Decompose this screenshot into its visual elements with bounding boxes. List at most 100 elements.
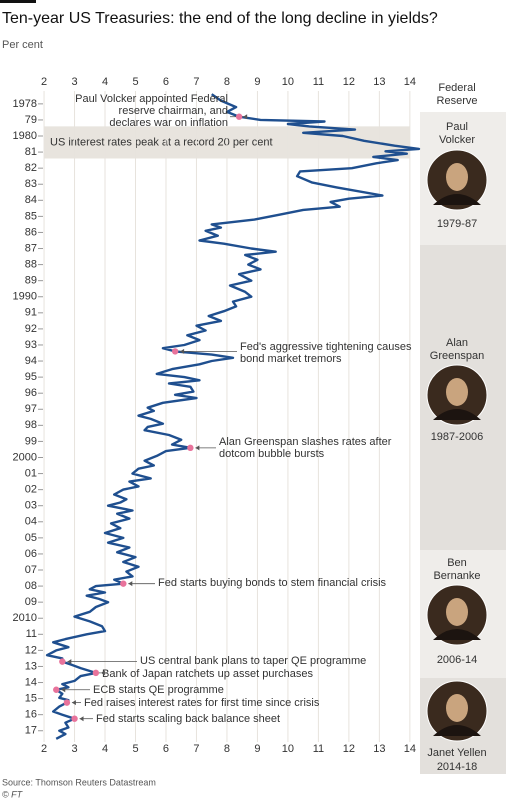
y-tick-label: 01 bbox=[25, 467, 37, 479]
annotation-text: Fed starts buying bonds to stem financia… bbox=[158, 577, 387, 589]
x-tick-label-bottom: 13 bbox=[373, 743, 385, 755]
y-tick-label: 86 bbox=[25, 226, 37, 238]
x-tick-label-top: 14 bbox=[404, 76, 416, 88]
annotation-text: Alan Greenspan slashes rates after bbox=[219, 436, 392, 448]
y-tick-label: 83 bbox=[25, 178, 37, 190]
portrait-body bbox=[433, 725, 481, 736]
x-tick-label-top: 6 bbox=[163, 76, 169, 88]
annotation-dot bbox=[53, 686, 60, 693]
yield-line bbox=[45, 93, 421, 740]
arrow-head bbox=[243, 114, 248, 120]
y-tick-label: 2010 bbox=[13, 612, 37, 624]
x-tick-label-top: 4 bbox=[102, 76, 108, 88]
chair-name: Janet Yellen bbox=[427, 747, 486, 759]
annotation-text: Fed raises interest rates for first time… bbox=[84, 697, 320, 709]
y-tick-label: 85 bbox=[25, 210, 37, 222]
y-tick-label: 1990 bbox=[13, 291, 37, 303]
x-tick-label-top: 11 bbox=[313, 76, 324, 88]
x-tick-label-bottom: 14 bbox=[404, 743, 416, 755]
chair-term: 1987-2006 bbox=[431, 431, 484, 443]
y-tick-label: 87 bbox=[25, 242, 37, 254]
y-tick-label: 08 bbox=[25, 580, 37, 592]
x-tick-label-top: 13 bbox=[373, 76, 385, 88]
band-label: US interest rates peak at a record 20 pe… bbox=[50, 136, 273, 148]
y-tick-label: 15 bbox=[25, 693, 37, 705]
portrait-body bbox=[433, 194, 481, 205]
x-tick-label-bottom: 8 bbox=[224, 743, 230, 755]
x-tick-label-bottom: 3 bbox=[71, 743, 77, 755]
x-tick-label-top: 5 bbox=[132, 76, 138, 88]
y-tick-label: 2000 bbox=[13, 451, 37, 463]
x-tick-label-bottom: 2 bbox=[41, 743, 47, 755]
portrait-face bbox=[446, 694, 468, 722]
x-tick-label-top: 8 bbox=[224, 76, 230, 88]
arrow-head bbox=[71, 700, 76, 706]
annotation-text: ECB starts QE programme bbox=[93, 684, 224, 696]
annotation-text: dotcom bubble bursts bbox=[219, 448, 325, 460]
y-tick-label: 02 bbox=[25, 484, 37, 496]
y-tick-label: 93 bbox=[25, 339, 37, 351]
annotation-text: Bank of Japan ratchets up asset purchase… bbox=[102, 668, 313, 680]
brand-bar bbox=[0, 0, 36, 3]
y-tick-label: 92 bbox=[25, 323, 37, 335]
x-tick-label-bottom: 10 bbox=[282, 743, 294, 755]
subtitle: Per cent bbox=[2, 39, 43, 51]
y-tick-label: 05 bbox=[25, 532, 37, 544]
arrow-head bbox=[180, 348, 185, 354]
y-tick-label: 06 bbox=[25, 548, 37, 560]
annotation-dot bbox=[59, 658, 66, 665]
chair-term: 2006-14 bbox=[437, 654, 477, 666]
annotation-text: US central bank plans to taper QE progra… bbox=[140, 655, 366, 667]
annotation-dot bbox=[63, 699, 71, 706]
arrow-head bbox=[195, 445, 200, 451]
credit: © FT bbox=[2, 789, 24, 799]
annotation-text: declares war on inflation bbox=[109, 117, 228, 129]
arrow-head bbox=[79, 716, 84, 722]
annotation-dot bbox=[171, 348, 179, 355]
annotation-text: bond market tremors bbox=[240, 353, 342, 365]
arrow-head bbox=[100, 670, 105, 676]
arrow-head bbox=[67, 659, 72, 665]
portrait-face bbox=[446, 378, 468, 406]
y-tick-label: 91 bbox=[25, 307, 37, 319]
annotation-dot bbox=[187, 444, 194, 452]
x-tick-label-top: 10 bbox=[282, 76, 294, 88]
x-tick-label-bottom: 5 bbox=[132, 743, 138, 755]
annotation-text: reserve chairman, and bbox=[119, 105, 228, 117]
panel-title: Federal bbox=[438, 82, 475, 94]
portrait-body bbox=[433, 409, 481, 420]
y-tick-label: 82 bbox=[25, 162, 37, 174]
portrait-body bbox=[433, 629, 481, 640]
chair-term: 2014-18 bbox=[437, 761, 477, 773]
annotation-dot bbox=[120, 580, 127, 587]
x-tick-label-bottom: 9 bbox=[254, 743, 260, 755]
x-tick-label-bottom: 4 bbox=[102, 743, 108, 755]
plot: US interest rates peak at a record 20 pe… bbox=[13, 76, 421, 755]
source: Source: Thomson Reuters Datastream bbox=[2, 777, 156, 787]
y-tick-label: 1980 bbox=[13, 130, 37, 142]
annotation-text: Fed's aggressive tightening causes bbox=[240, 341, 412, 353]
y-tick-label: 07 bbox=[25, 564, 37, 576]
annotation-dot bbox=[92, 669, 100, 677]
annotation-dot bbox=[235, 113, 243, 120]
x-tick-label-top: 7 bbox=[193, 76, 199, 88]
y-tick-label: 95 bbox=[25, 371, 37, 383]
x-tick-label-top: 9 bbox=[254, 76, 260, 88]
x-tick-label-bottom: 7 bbox=[193, 743, 199, 755]
x-tick-label-bottom: 6 bbox=[163, 743, 169, 755]
chair-name: Bernanke bbox=[433, 570, 480, 582]
y-tick-label: 17 bbox=[25, 725, 37, 737]
x-tick-label-bottom: 11 bbox=[313, 743, 324, 755]
y-tick-label: 96 bbox=[25, 387, 37, 399]
portrait-face bbox=[446, 598, 468, 626]
y-tick-label: 09 bbox=[25, 596, 37, 608]
panel-title: Reserve bbox=[437, 95, 478, 107]
y-tick-label: 84 bbox=[25, 194, 37, 206]
y-tick-label: 88 bbox=[25, 259, 37, 271]
x-tick-label-top: 3 bbox=[71, 76, 77, 88]
y-tick-label: 14 bbox=[25, 676, 37, 688]
y-tick-label: 11 bbox=[26, 628, 37, 640]
y-tick-label: 12 bbox=[25, 644, 37, 656]
